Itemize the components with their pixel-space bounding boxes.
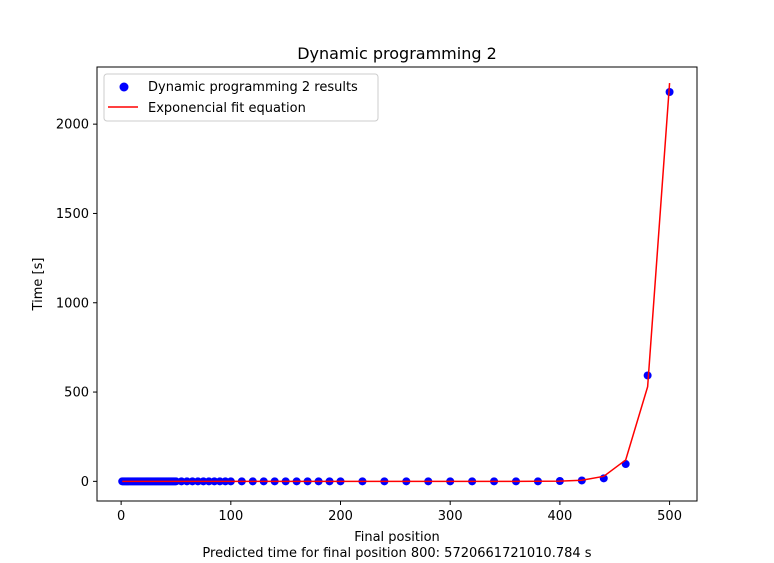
- x-axis-label: Final position: [354, 530, 440, 545]
- y-axis-label: Time [s]: [31, 258, 46, 312]
- legend-box: [103, 73, 379, 122]
- legend-label-fit: Exponencial fit equation: [148, 101, 306, 116]
- plot-frame: [96, 66, 698, 502]
- x-tick-label: 200: [328, 509, 353, 524]
- legend-label-results: Dynamic programming 2 results: [148, 80, 358, 95]
- x-tick-label: 100: [218, 509, 243, 524]
- x-tick-label: 300: [438, 509, 463, 524]
- y-axis: 0 500 1000 1500 2000: [56, 118, 97, 490]
- y-tick-label: 1000: [56, 296, 89, 311]
- y-tick-label: 1500: [56, 207, 89, 222]
- plot-area: [118, 83, 674, 486]
- y-tick-label: 2000: [56, 118, 89, 133]
- legend: Dynamic programming 2 results Exponencia…: [103, 73, 379, 122]
- x-tick-label: 400: [547, 509, 572, 524]
- y-tick-label: 500: [64, 386, 89, 401]
- footer-prediction: Predicted time for final position 800: 5…: [202, 546, 591, 561]
- legend-marker-scatter: [119, 82, 129, 92]
- x-tick-label: 0: [117, 509, 125, 524]
- fit-line: [122, 83, 671, 483]
- x-tick-label: 500: [657, 509, 682, 524]
- data-point: [643, 371, 652, 380]
- y-tick-label: 0: [81, 475, 89, 490]
- x-axis: 0 100 200 300 400 500: [117, 501, 682, 524]
- chart-title: Dynamic programming 2: [297, 44, 497, 63]
